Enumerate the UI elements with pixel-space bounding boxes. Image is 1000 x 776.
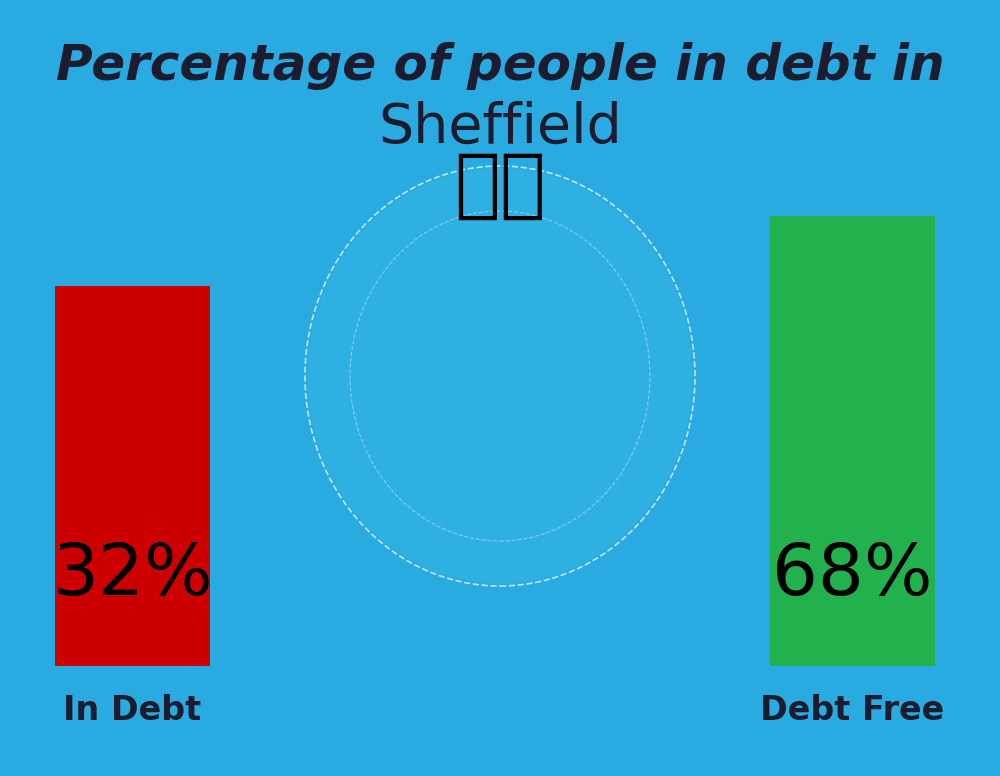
Text: Debt Free: Debt Free	[760, 695, 945, 728]
Text: Percentage of people in debt in: Percentage of people in debt in	[56, 42, 944, 90]
Text: In Debt: In Debt	[63, 695, 202, 728]
Text: 🇬🇧: 🇬🇧	[454, 149, 546, 223]
FancyBboxPatch shape	[770, 216, 935, 666]
Ellipse shape	[308, 168, 692, 584]
FancyBboxPatch shape	[55, 286, 210, 666]
Text: Sheffield: Sheffield	[378, 101, 622, 155]
Text: 68%: 68%	[772, 542, 933, 611]
Text: 32%: 32%	[52, 542, 213, 611]
